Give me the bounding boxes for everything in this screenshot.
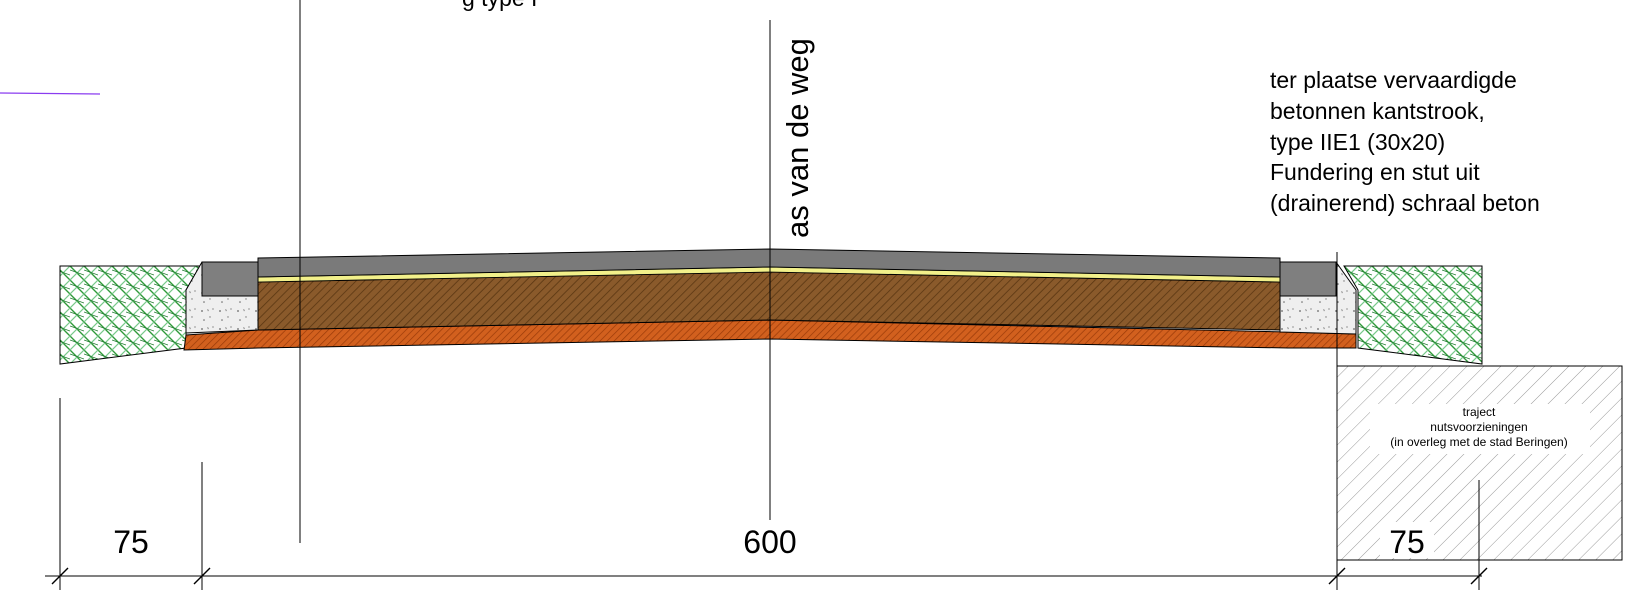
kerb-note-line-5: (drainerend) schraal beton	[1270, 190, 1540, 216]
dimension-line	[45, 398, 1488, 590]
road-axis-label: as van de weg	[780, 38, 815, 238]
dimension-right-verge: 75	[1389, 524, 1425, 560]
right-verge	[1343, 265, 1483, 365]
utility-label-line-3: (in overleg met de stad Beringen)	[1390, 435, 1567, 449]
top-text-fragment: g type I	[462, 0, 537, 11]
kerb-note-line-2: betonnen kantstrook,	[1270, 98, 1485, 124]
utility-label-line-1: traject	[1463, 405, 1496, 419]
dimension-road-width: 600	[743, 524, 796, 560]
kerb-note-line-1: ter plaatse vervaardigde	[1270, 67, 1517, 93]
right-kerb	[1279, 261, 1337, 297]
utility-label-bg	[1370, 404, 1590, 454]
left-kerb	[201, 261, 259, 297]
kerb-note-line-3: type IIE1 (30x20)	[1270, 129, 1445, 155]
dimension-right-bg	[1380, 522, 1434, 558]
dimension-left-verge: 75	[113, 524, 149, 560]
utility-label-line-2: nutsvoorzieningen	[1430, 420, 1527, 434]
kerb-note-line-4: Fundering en stut uit	[1270, 159, 1480, 185]
left-verge	[59, 265, 201, 365]
guide-line	[0, 92, 101, 95]
